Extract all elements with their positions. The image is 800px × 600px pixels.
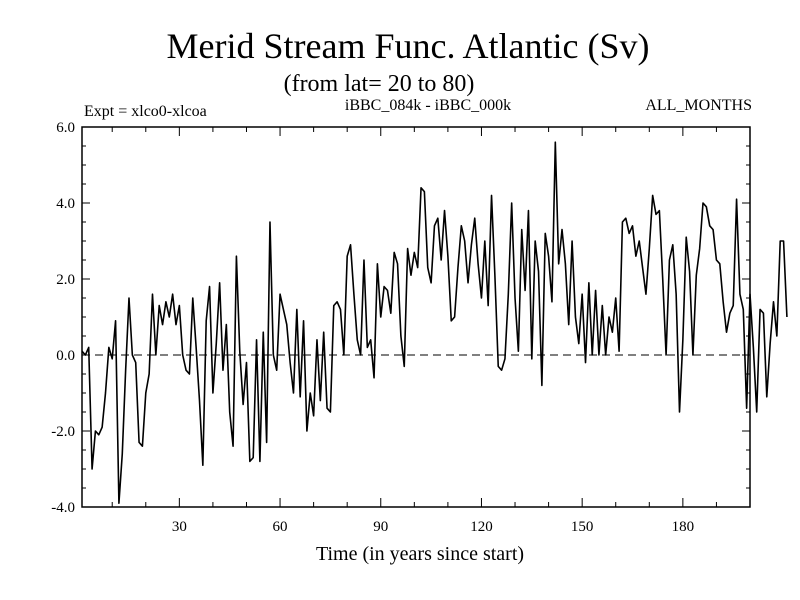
y-tick-label: 0.0 [56, 348, 75, 364]
series-line [81, 141, 788, 504]
x-tick-label: 180 [672, 519, 695, 535]
x-tick-label: 120 [470, 519, 493, 535]
y-tick-label: -4.0 [51, 500, 75, 516]
y-tick-label: 6.0 [56, 120, 75, 136]
chart-title: Merid Stream Func. Atlantic (Sv) [167, 26, 650, 66]
comparison-label: iBBC_084k - iBBC_000k [345, 97, 511, 114]
experiment-label: Expt = xlco0-xlcoa [84, 103, 207, 120]
x-axis-label: Time (in years since start) [316, 543, 524, 565]
x-tick-label: 90 [373, 519, 388, 535]
y-tick-label: 4.0 [56, 196, 75, 212]
x-tick-label: 30 [172, 519, 187, 535]
x-tick-label: 150 [571, 519, 594, 535]
chart-subtitle: (from lat= 20 to 80) [284, 71, 475, 97]
season-label: ALL_MONTHS [645, 97, 752, 114]
plot-area: 6.0 4.0 2.0 0.0 -2.0 -4.0 30 60 90 120 150 180 [51, 120, 788, 535]
plot-frame [81, 126, 751, 508]
y-tick-label: 2.0 [56, 272, 75, 288]
x-axis: 30 60 90 120 150 180 [111, 127, 751, 535]
x-tick-label: 60 [273, 519, 288, 535]
y-axis: 6.0 4.0 2.0 0.0 -2.0 -4.0 [51, 120, 750, 516]
y-tick-label: -2.0 [51, 424, 75, 440]
